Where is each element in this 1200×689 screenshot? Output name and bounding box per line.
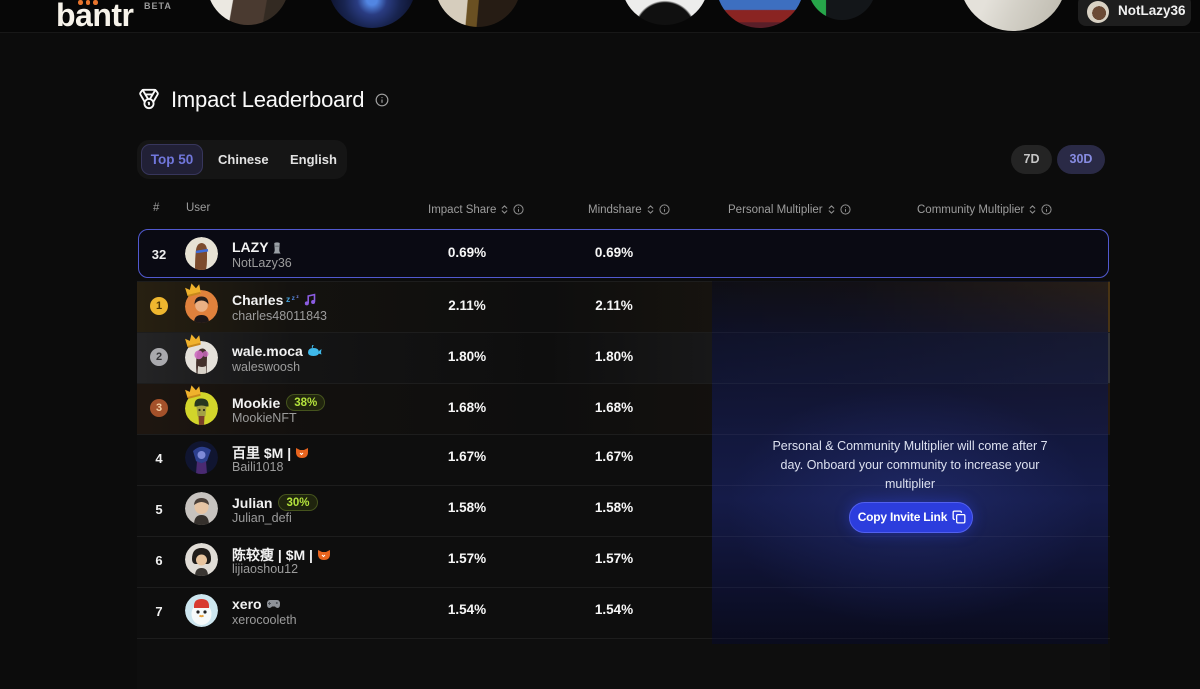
svg-text:z: z — [292, 295, 296, 302]
svg-text:z: z — [297, 294, 300, 299]
svg-text:z: z — [286, 294, 290, 304]
